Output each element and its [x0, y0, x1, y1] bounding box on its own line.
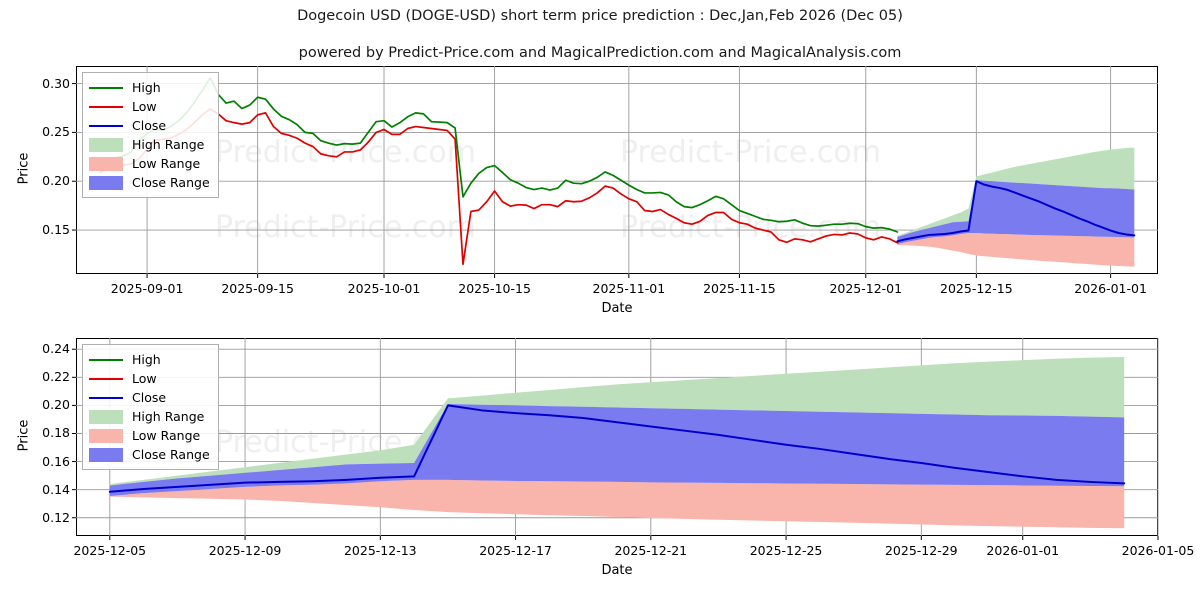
legend-swatch-patch-icon [89, 175, 123, 190]
x-axis-tick-label: 2025-12-15 [940, 281, 1013, 296]
x-axis-tick-label: 2025-12-29 [884, 543, 958, 558]
legend-label: Close [132, 117, 167, 133]
legend-item-close-range[interactable]: Close Range [89, 173, 210, 192]
legend-label: High [132, 351, 161, 367]
x-axis-tick-label: 2025-12-17 [479, 543, 552, 558]
high-line [98, 76, 899, 233]
y-axis-tick-label: 0.25 [42, 124, 70, 140]
legend-swatch-patch-icon [89, 447, 123, 462]
legend-swatch-line-icon [89, 81, 123, 95]
legend-label: High Range [132, 408, 205, 424]
x-axis-tick-label: 2025-12-01 [829, 281, 903, 296]
page-title: Dogecoin USD (DOGE-USD) short term price… [297, 8, 903, 24]
y-axis-tick-label: 0.15 [42, 222, 70, 238]
legend-swatch-line-icon [89, 353, 123, 367]
x-axis-label: Date [601, 563, 633, 578]
chart-canvas-bottom [72, 338, 1159, 540]
legend-label: High Range [132, 136, 205, 152]
x-axis-tick-label: 2025-10-01 [347, 281, 421, 296]
legend-item-close-range[interactable]: Close Range [89, 445, 210, 464]
y-axis-tick-label: 0.12 [42, 509, 70, 525]
legend-item-low-range[interactable]: Low Range [89, 154, 210, 173]
chart-historical-and-forecast: Predict-Price.com Predict-Price.com Predic… [0, 60, 1200, 320]
page-subtitle: powered by Predict-Price.com and Magical… [298, 45, 902, 61]
x-axis-tick-label: 2025-12-21 [614, 543, 688, 558]
legend-item-low[interactable]: Low [89, 97, 210, 116]
x-axis-tick-label: 2025-10-15 [458, 281, 531, 296]
close-range-band [109, 404, 1125, 496]
chart-forecast-detail: Predict-Price.comPredict-Price.com0.120.… [0, 330, 1200, 600]
x-axis-tick-label: 2025-11-01 [592, 281, 666, 296]
legend-swatch-patch-icon [89, 409, 123, 424]
legend-item-high[interactable]: High [89, 78, 210, 97]
legend-item-high-range[interactable]: High Range [89, 407, 210, 426]
chart-canvas-top [72, 66, 1158, 278]
legend-label: Close Range [132, 446, 210, 462]
x-axis-tick-label: 2026-01-01 [1074, 281, 1147, 296]
legend-swatch-line-icon [89, 100, 123, 114]
y-axis-tick-label: 0.14 [42, 481, 70, 497]
legend-swatch-patch-icon [89, 428, 123, 443]
legend-item-high[interactable]: High [89, 350, 210, 369]
chart-legend[interactable]: High Low Close High Range Low Range Close Ran… [82, 72, 219, 198]
low-line [98, 108, 899, 266]
legend-label: Low [132, 370, 157, 386]
legend-label: High [132, 79, 161, 95]
x-axis-tick-label: 2025-11-15 [703, 281, 776, 296]
legend-label: Close Range [132, 174, 210, 190]
y-axis-tick-label: 0.16 [42, 453, 70, 469]
y-axis-tick-label: 0.24 [42, 341, 70, 357]
chart-legend[interactable]: High Low Close High Range Low Range Close Ran… [82, 344, 219, 470]
x-axis-label: Date [601, 301, 633, 316]
x-axis-tick-label: 2025-12-05 [73, 543, 147, 558]
legend-item-low[interactable]: Low [89, 369, 210, 388]
x-axis-tick-label: 2025-12-09 [208, 543, 282, 558]
low-range-band [897, 232, 1135, 267]
y-axis-tick-label: 0.20 [42, 173, 70, 189]
x-axis-tick-label: 2025-12-13 [343, 543, 417, 558]
x-axis-tick-label: 2026-01-05 [1121, 543, 1195, 558]
y-axis-tick-label: 0.18 [42, 425, 70, 441]
low-range-band [109, 479, 1125, 529]
legend-swatch-patch-icon [89, 137, 123, 152]
high-range-band [897, 147, 1135, 237]
legend-label: Close [132, 389, 167, 405]
y-axis-tick-label: 0.20 [42, 397, 70, 413]
x-axis-tick-label: 2025-09-01 [110, 281, 184, 296]
legend-item-close[interactable]: Close [89, 388, 210, 407]
x-axis-tick-label: 2025-12-25 [749, 543, 823, 558]
legend-item-high-range[interactable]: High Range [89, 135, 210, 154]
legend-swatch-line-icon [89, 372, 123, 386]
y-axis-tick-label: 0.30 [42, 75, 70, 91]
x-axis-tick-label: 2026-01-01 [986, 543, 1060, 558]
close-line [896, 180, 1136, 243]
y-axis-tick-label: 0.22 [42, 369, 70, 385]
legend-swatch-patch-icon [89, 156, 123, 171]
close-line [108, 404, 1126, 493]
legend-item-low-range[interactable]: Low Range [89, 426, 210, 445]
high-range-band [109, 356, 1125, 486]
legend-label: Low Range [132, 427, 201, 443]
legend-swatch-line-icon [89, 391, 123, 405]
legend-item-close[interactable]: Close [89, 116, 210, 135]
legend-label: Low Range [132, 155, 201, 171]
close-range-band [897, 180, 1135, 245]
legend-swatch-line-icon [89, 119, 123, 133]
x-axis-tick-label: 2025-09-15 [221, 281, 294, 296]
legend-label: Low [132, 98, 157, 114]
